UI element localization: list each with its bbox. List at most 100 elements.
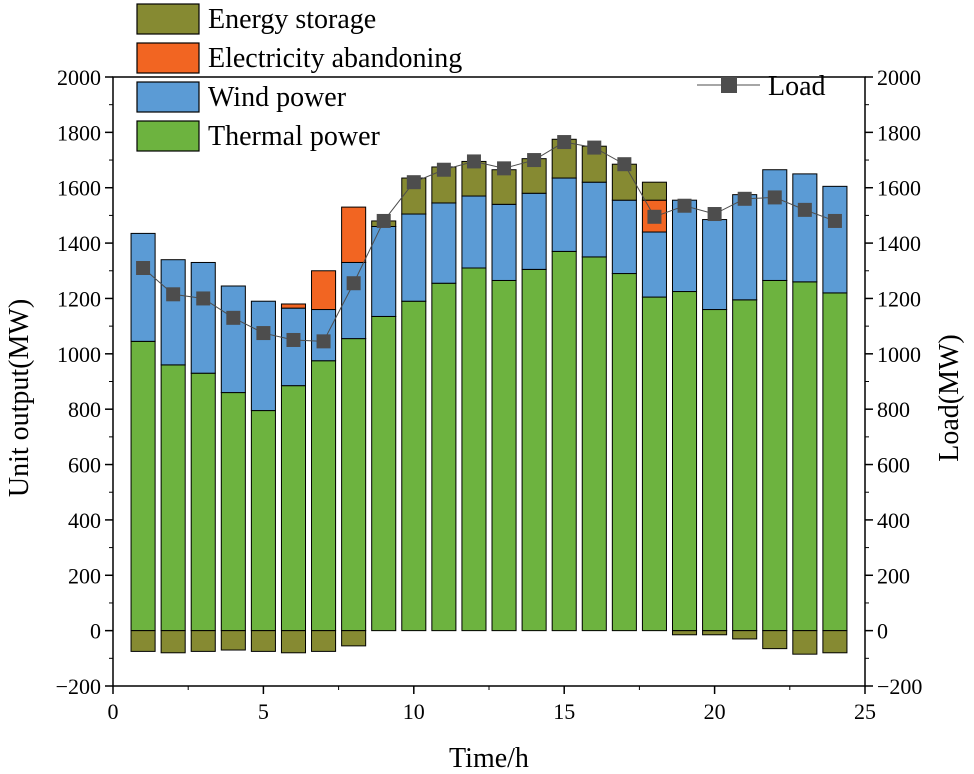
- bar-energy-storage-22: [762, 630, 788, 650]
- bar-thermal-power-19: [671, 291, 698, 632]
- bar-wind-power-1: [130, 232, 156, 342]
- y-tick-label-6: 1000: [57, 342, 101, 367]
- legend-load-marker: [721, 77, 737, 93]
- bar-thermal-power-18: [641, 296, 667, 632]
- x-tick-label-20: 20: [704, 699, 726, 724]
- y2-tick-label-10: 1800: [877, 120, 921, 145]
- bar-thermal-power-14: [521, 268, 547, 632]
- y2-tick-label-9: 1600: [877, 176, 921, 201]
- y-tick-label-8: 1400: [57, 231, 101, 256]
- y-tick-label-7: 1200: [57, 286, 101, 311]
- load-line-layer: [136, 135, 842, 349]
- x-tick-label-0: 0: [108, 699, 119, 724]
- bar-wind-power-22: [762, 169, 788, 281]
- bar-wind-power-20: [702, 219, 728, 311]
- bar-wind-power-12: [461, 195, 487, 269]
- bar-thermal-power-21: [732, 299, 758, 632]
- bar-wind-power-16: [581, 181, 607, 258]
- bar-electricity-abandoning-7: [311, 270, 337, 311]
- legend-label-electricity-abandoning: Electricity abandoning: [208, 43, 462, 74]
- bar-wind-power-4: [220, 285, 246, 394]
- y2-tick-label-2: 200: [877, 563, 910, 588]
- y2-tick-label-0: −200: [877, 674, 922, 699]
- legend-label-thermal-power: Thermal power: [208, 121, 380, 152]
- legend-swatch-wind-power: [136, 81, 200, 113]
- load-point-8: [346, 276, 361, 291]
- y-tick-label-9: 1600: [57, 176, 101, 201]
- load-point-3: [196, 291, 211, 306]
- load-point-11: [436, 162, 451, 177]
- bar-wind-power-15: [551, 177, 577, 252]
- legend-label-energy-storage: Energy storage: [208, 4, 376, 35]
- bar-thermal-power-2: [160, 364, 186, 632]
- bar-energy-storage-18: [641, 181, 667, 201]
- bar-wind-power-24: [822, 185, 848, 294]
- y2-tick-label-5: 800: [877, 397, 910, 422]
- load-point-23: [797, 202, 812, 217]
- bar-electricity-abandoning-6: [280, 303, 307, 309]
- load-point-13: [497, 161, 512, 176]
- bar-thermal-power-24: [822, 292, 848, 632]
- y2-tick-label-6: 1000: [877, 342, 921, 367]
- bar-thermal-power-3: [190, 372, 216, 632]
- bar-thermal-power-11: [431, 282, 457, 632]
- y2-tick-label-1: 0: [877, 619, 888, 644]
- legend-label-load: Load: [768, 71, 826, 102]
- bar-energy-storage-5: [250, 630, 276, 652]
- bar-thermal-power-5: [250, 410, 276, 632]
- bar-energy-storage-6: [280, 630, 307, 654]
- bar-energy-storage-19: [671, 630, 698, 636]
- bar-thermal-power-12: [461, 267, 487, 632]
- bar-thermal-power-15: [551, 250, 577, 632]
- load-point-18: [647, 209, 662, 224]
- bar-thermal-power-22: [762, 279, 788, 632]
- bar-energy-storage-24: [822, 630, 848, 654]
- bar-thermal-power-20: [702, 309, 728, 632]
- x-tick-label-15: 15: [553, 699, 575, 724]
- y-tick-label-11: 2000: [57, 65, 101, 90]
- load-point-6: [286, 332, 301, 347]
- y2-tick-label-4: 600: [877, 453, 910, 478]
- bar-electricity-abandoning-8: [341, 206, 367, 263]
- bar-thermal-power-1: [130, 340, 156, 632]
- legend-left: Energy storage Electricity abandoning Wi…: [136, 3, 462, 152]
- bar-wind-power-13: [491, 203, 517, 281]
- bar-energy-storage-21: [732, 630, 758, 640]
- y-axis-title: Unit output(MW): [4, 299, 35, 497]
- load-point-4: [226, 310, 241, 325]
- bar-thermal-power-23: [792, 281, 818, 632]
- x-tick-label-25: 25: [854, 699, 876, 724]
- bar-thermal-power-9: [371, 315, 397, 632]
- y-tick-label-10: 1800: [57, 120, 101, 145]
- y-tick-label-4: 600: [68, 453, 101, 478]
- bar-energy-storage-13: [491, 169, 517, 205]
- y2-tick-label-11: 2000: [877, 65, 921, 90]
- load-line: [142, 141, 836, 342]
- y-tick-label-5: 800: [68, 397, 101, 422]
- bar-thermal-power-7: [311, 360, 337, 632]
- bar-thermal-power-4: [220, 392, 246, 632]
- y2-tick-label-3: 400: [877, 508, 910, 533]
- bar-wind-power-18: [641, 231, 667, 298]
- y2-tick-label-7: 1200: [877, 286, 921, 311]
- bar-thermal-power-8: [341, 338, 367, 632]
- legend-swatch-thermal-power: [136, 120, 200, 152]
- bar-thermal-power-17: [611, 273, 637, 632]
- y-tick-label-3: 400: [68, 508, 101, 533]
- bar-wind-power-23: [792, 173, 818, 283]
- load-point-12: [466, 154, 481, 169]
- load-point-14: [527, 153, 542, 168]
- x-tick-label-5: 5: [258, 699, 269, 724]
- load-point-2: [166, 287, 181, 302]
- bar-thermal-power-13: [491, 279, 517, 632]
- axes-layer: 0 5 10 15 20 25−20002004006008001000120014001…: [56, 65, 923, 724]
- bar-thermal-power-6: [280, 385, 307, 632]
- y-tick-label-1: 0: [90, 619, 101, 644]
- bar-energy-storage-7: [311, 630, 337, 652]
- load-point-5: [256, 326, 271, 341]
- load-point-10: [406, 175, 421, 190]
- bar-energy-storage-1: [130, 630, 156, 652]
- load-point-9: [376, 213, 391, 228]
- load-point-7: [316, 334, 331, 349]
